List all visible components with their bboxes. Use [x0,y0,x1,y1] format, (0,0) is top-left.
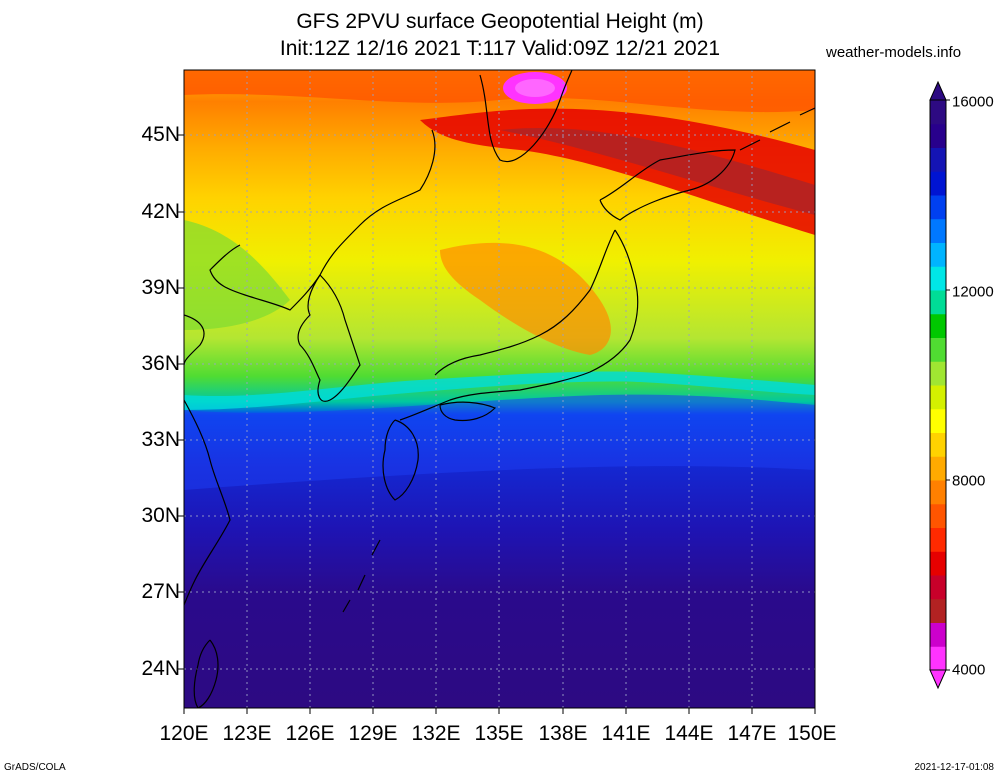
colorbar-swatch [930,408,946,433]
colorbar [929,80,947,690]
colorbar-swatch [930,100,946,125]
lon-label-120e: 120E [159,722,209,745]
colorbar-max-arrow [929,80,947,101]
lon-label-150e: 150E [787,722,837,745]
colorbar-swatch [930,171,946,196]
colorbar-swatch [930,313,946,338]
lon-label-144e: 144E [664,722,714,745]
colorbar-swatch [930,575,946,600]
colorbar-swatch [930,432,946,457]
colorbar-swatch [930,598,946,623]
colorbar-swatch [930,242,946,267]
colorbar-swatch [930,266,946,291]
colorbar-swatch [930,456,946,481]
colorbar-min-arrow [929,669,947,690]
colorbar-swatch [930,361,946,386]
colorbar-swatch [930,480,946,505]
colorbar-swatch [930,290,946,315]
colorbar-swatch [930,147,946,172]
colorbar-swatch [930,551,946,576]
colorbar-swatch [930,646,946,671]
lon-label-129e: 129E [348,722,398,745]
footer-grads: GrADS/COLA [4,762,66,773]
lon-label-135e: 135E [474,722,524,745]
lat-label-27n: 27N [141,580,180,603]
lat-label-39n: 39N [141,276,180,299]
colorbar-swatch [930,123,946,148]
axis-ticks [178,134,816,714]
footer-timestamp: 2021-12-17-01:08 [914,762,994,773]
lat-label-30n: 30N [141,504,180,527]
lon-label-147e: 147E [727,722,777,745]
colorbar-swatch [930,503,946,528]
colorbar-swatch [930,622,946,647]
lat-label-33n: 33N [141,428,180,451]
lat-label-36n: 36N [141,352,180,375]
colorbar-swatch [930,337,946,362]
brand-label: weather-models.info [826,44,962,61]
lat-label-45n: 45N [141,123,180,146]
chart-subtitle: Init:12Z 12/16 2021 T:117 Valid:09Z 12/2… [279,37,721,60]
lat-label-24n: 24N [141,657,180,680]
colorbar-frame [929,99,947,671]
lon-label-126e: 126E [285,722,335,745]
colorbar-label-8000: 8000 [952,472,986,490]
colorbar-swatch [930,385,946,410]
lon-label-138e: 138E [538,722,588,745]
colorbar-swatch [930,218,946,243]
lon-label-123e: 123E [222,722,272,745]
lon-label-141e: 141E [601,722,651,745]
colorbar-swatch [930,527,946,552]
coastlines [184,70,815,708]
colorbar-swatch [930,195,946,220]
colorbar-label-16000: 16000 [952,93,994,111]
colorbar-label-12000: 12000 [952,283,994,301]
chart-title: GFS 2PVU surface Geopotential Height (m) [296,10,704,33]
geopotential-field [184,70,815,708]
colorbar-label-4000: 4000 [952,661,986,679]
lon-label-132e: 132E [411,722,461,745]
lat-label-42n: 42N [141,200,180,223]
